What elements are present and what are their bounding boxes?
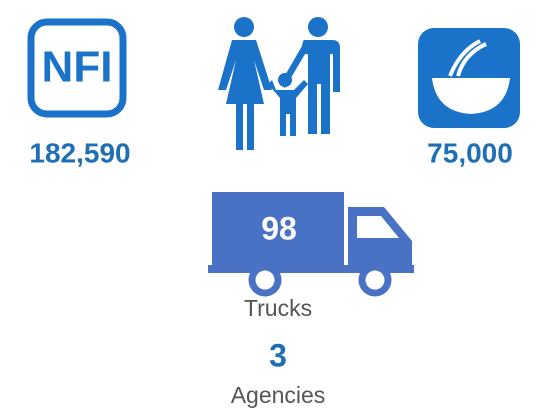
- truck-window: [357, 216, 399, 238]
- nfi-icon: [27, 18, 127, 118]
- wheel: [248, 263, 282, 297]
- wheel: [358, 263, 392, 297]
- family-icon: [218, 17, 340, 150]
- agencies-value: 3: [269, 337, 287, 373]
- trucks-label: Trucks: [244, 295, 312, 321]
- agencies-label: Agencies: [231, 382, 326, 408]
- nfi-value: 182,590: [29, 137, 130, 168]
- nfi-icon-label: NFI: [42, 43, 113, 92]
- food-value: 75,000: [427, 137, 513, 168]
- trucks-value: 98: [261, 210, 297, 246]
- bowl: [432, 39, 510, 114]
